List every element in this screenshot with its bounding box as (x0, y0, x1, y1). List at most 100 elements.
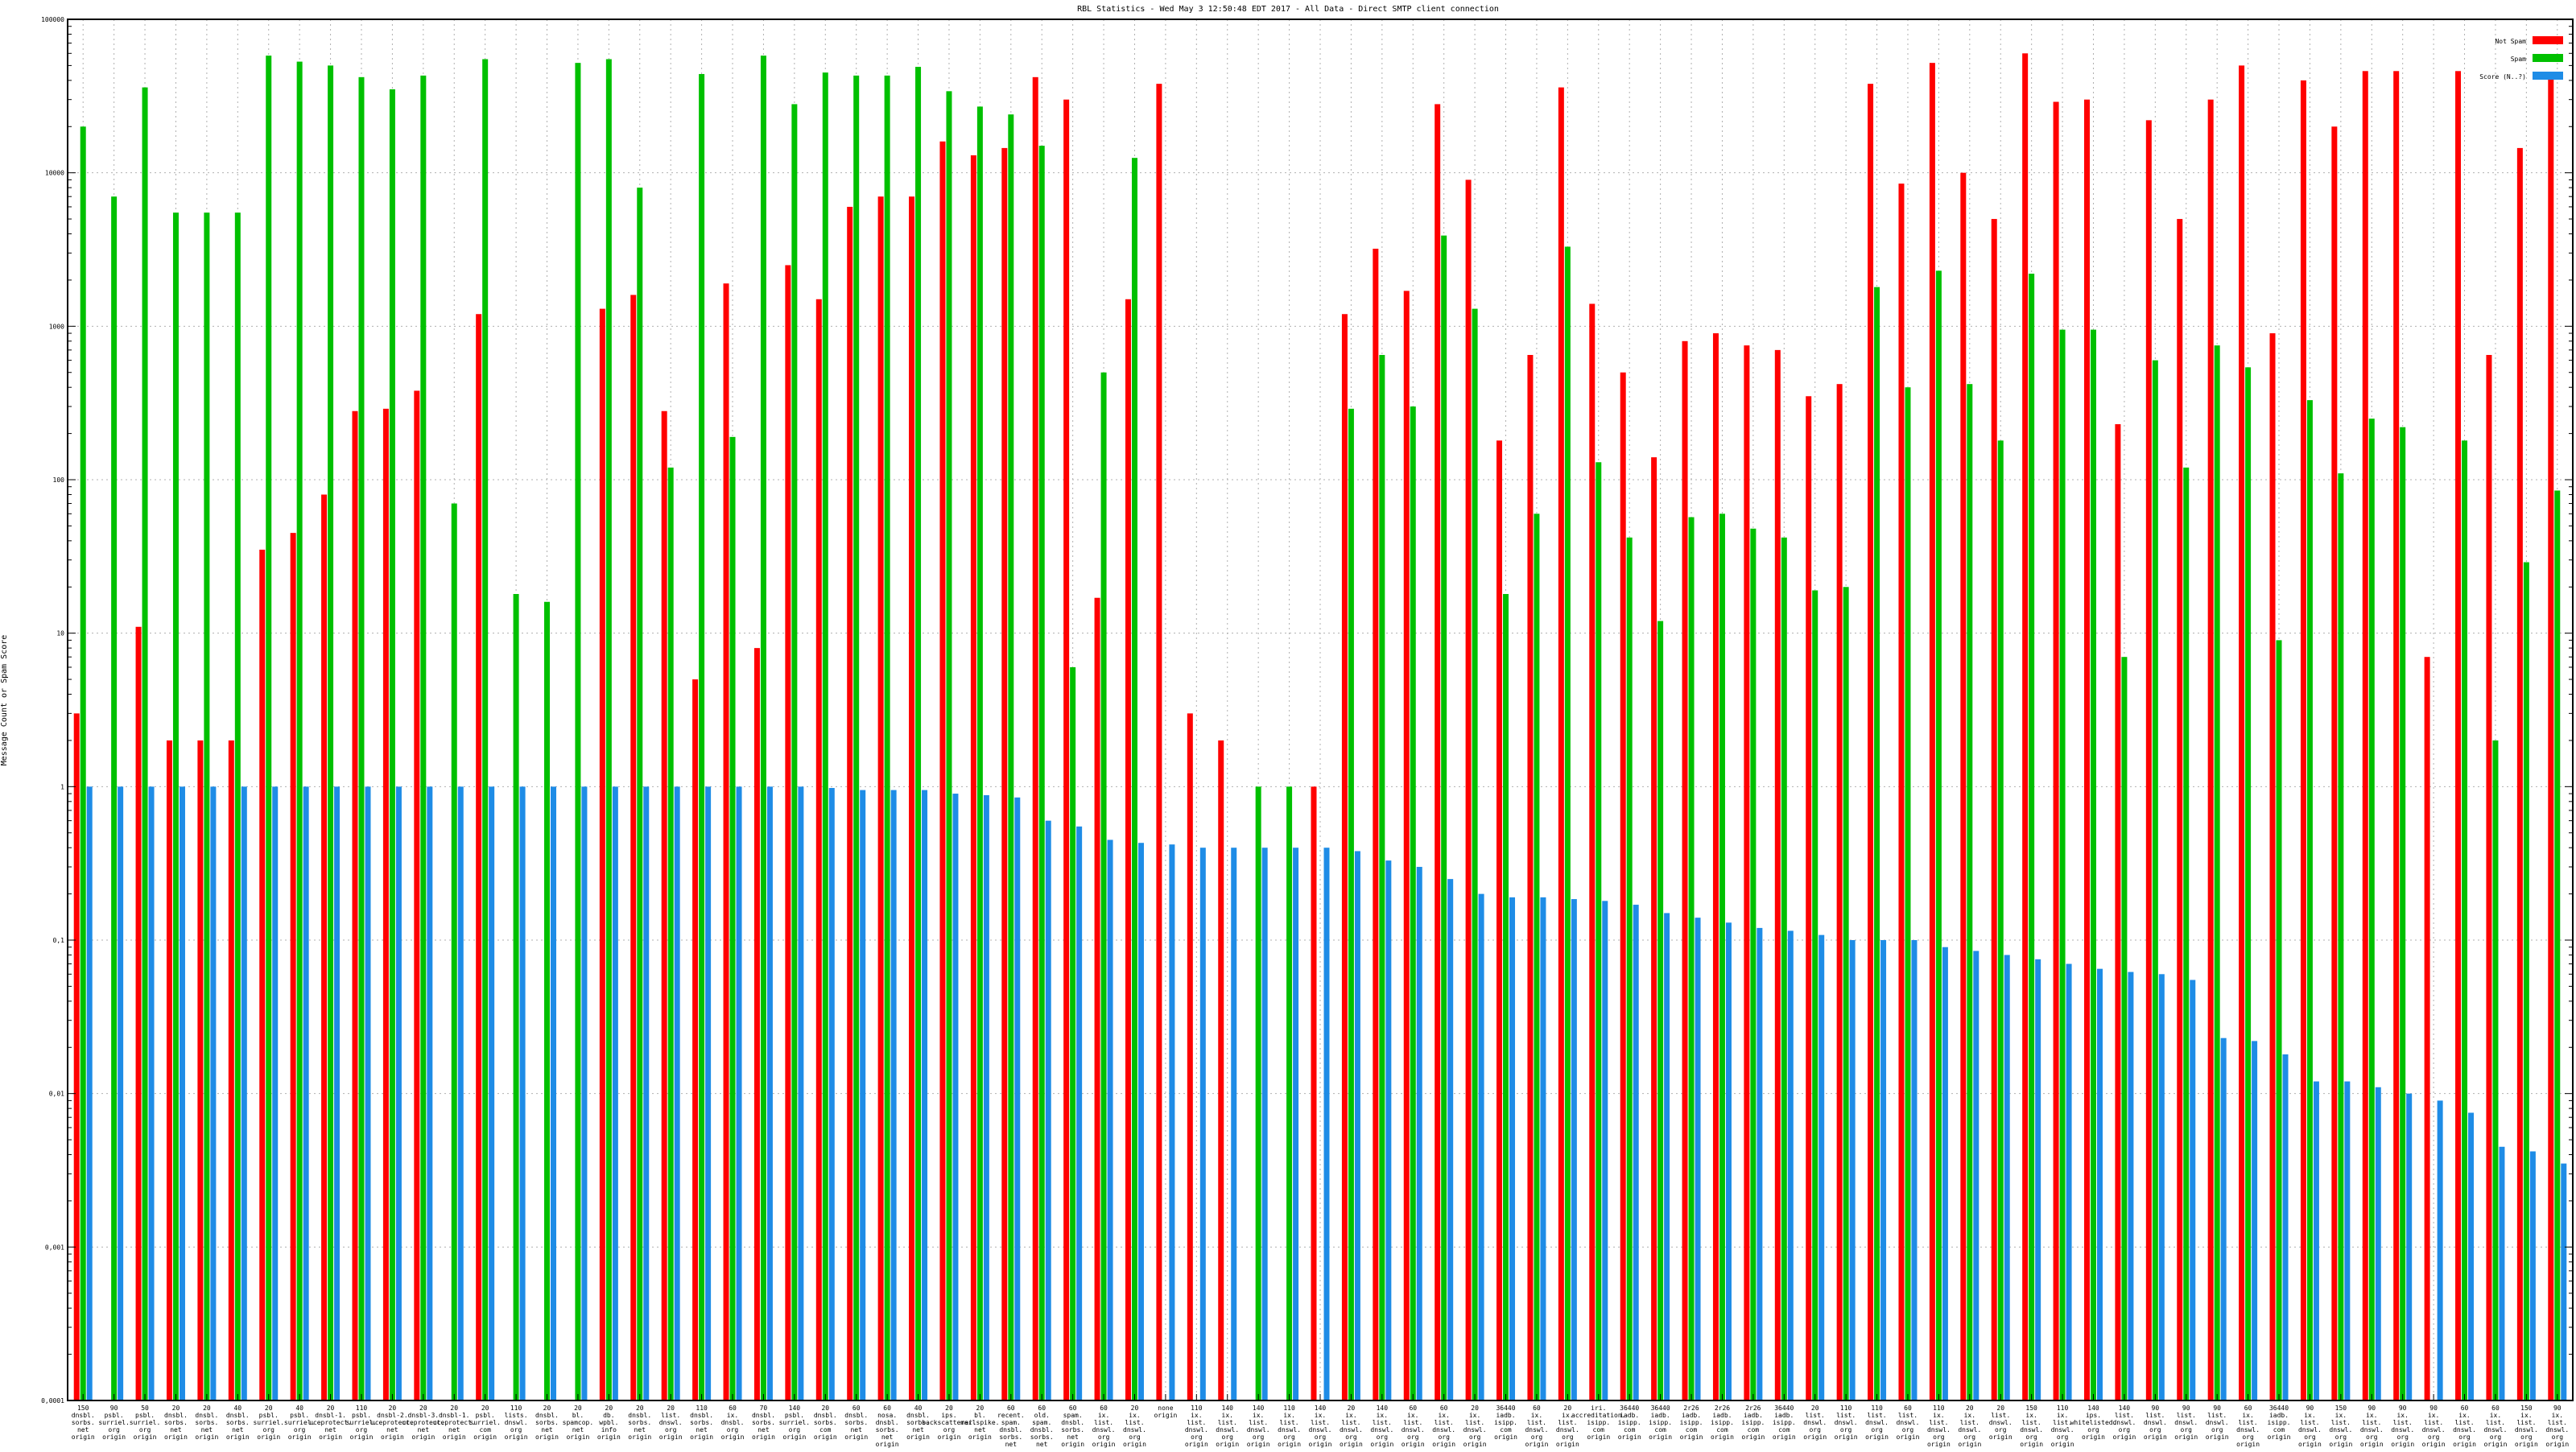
x-tick-label: 140 list. dnswl. org origin (2112, 1405, 2136, 1441)
bar-score-n (1354, 851, 1360, 1400)
x-tick-label: 36440 iadb. isipp. com origin (1649, 1405, 1672, 1441)
bar-score-n (86, 786, 93, 1400)
x-tick-label: 20 dnsbl-3. uceprotect. net origin (402, 1405, 444, 1441)
bar-score-n (1169, 844, 1175, 1400)
bar-not-spam (2486, 355, 2492, 1400)
x-tick-label: iri. accreditation. isipp. com origin (1571, 1405, 1625, 1441)
bar-spam (1997, 440, 2004, 1400)
bar-spam (1812, 590, 1818, 1400)
x-tick-label: 36440 iadb. isipp. com origin (1494, 1405, 1517, 1441)
bar-score-n (983, 794, 989, 1400)
bar-score-n (1293, 848, 1299, 1400)
x-tick-label: 150 ix. list. dnswl. org origin (2515, 1405, 2538, 1448)
bar-score-n (1447, 879, 1454, 1400)
y-axis-label: Message Count or Spam Score (0, 635, 9, 766)
bar-score-n (395, 786, 402, 1400)
x-tick-label: 140 ix. list. dnswl. org origin (1216, 1405, 1239, 1448)
x-tick-label: 60 ix. list. dnswl. org origin (2453, 1405, 2476, 1448)
x-tick-label: 90 psbl. surriel. org origin (98, 1405, 130, 1441)
bar-score-n (2313, 1081, 2319, 1400)
x-tick-label: 60 dnsbl. sorbs. net origin (844, 1405, 868, 1441)
x-tick-label: 110 ix. list. dnswl. org origin (1185, 1405, 1208, 1448)
bar-score-n (860, 790, 866, 1400)
bar-not-spam (1063, 99, 1070, 1400)
bar-not-spam (73, 713, 80, 1400)
bar-score-n (210, 786, 217, 1400)
bar-not-spam (1589, 303, 1596, 1401)
x-tick-label: 60 ix. list. dnswl. org origin (2483, 1405, 2507, 1448)
bar-not-spam (1435, 104, 1441, 1400)
x-tick-label: 20 db. wpbl. info origin (597, 1405, 621, 1441)
x-tick-label: 110 dnsbl. sorbs. net origin (690, 1405, 713, 1441)
bar-not-spam (1465, 179, 1472, 1400)
bar-spam (2338, 473, 2344, 1400)
legend-swatch (2533, 72, 2563, 80)
bar-spam (513, 593, 519, 1400)
x-tick-label: 36440 iadb. isipp. com origin (2268, 1405, 2291, 1441)
bar-not-spam (228, 740, 234, 1400)
x-tick-label: 20 dnsbl. sorbs. net origin (164, 1405, 188, 1441)
bar-not-spam (2239, 65, 2245, 1401)
x-tick-label: 110 lists. dnswl. org origin (505, 1405, 528, 1441)
bar-not-spam (2455, 71, 2462, 1401)
y-tick-label: 10000 (45, 170, 64, 177)
bar-score-n (551, 786, 557, 1400)
chart-title: RBL Statistics - Wed May 3 12:50:48 EDT … (1077, 5, 1499, 14)
bar-score-n (272, 786, 279, 1400)
bar-not-spam (1311, 786, 1317, 1400)
bar-spam (1534, 514, 1540, 1401)
bar-not-spam (753, 648, 760, 1400)
bar-score-n (2035, 959, 2041, 1400)
bars (73, 53, 2567, 1401)
bar-not-spam (2083, 99, 2090, 1400)
x-tick-label: 2r26 iadb. isipp. com origin (1680, 1405, 1703, 1441)
bar-not-spam (414, 390, 420, 1400)
bar-spam (1255, 786, 1261, 1400)
bar-score-n (1478, 893, 1484, 1400)
x-tick-label: 90 ix. list. dnswl. org origin (2298, 1405, 2322, 1448)
bar-not-spam (2362, 71, 2368, 1401)
bar-score-n (1509, 897, 1516, 1400)
bar-score-n (1261, 848, 1268, 1400)
bar-not-spam (785, 265, 791, 1400)
bar-not-spam (2393, 71, 2400, 1401)
bar-score-n (2096, 968, 2103, 1400)
x-tick-label: 40 dnsbl. sorbs. net origin (226, 1405, 250, 1441)
bar-spam (1657, 621, 1664, 1400)
x-tick-label: 150 dnsbl. sorbs. net origin (72, 1405, 95, 1441)
y-tick-label: 0,0001 (41, 1397, 64, 1405)
x-tick-label: 140 psbl. surriel. org origin (779, 1405, 811, 1441)
bar-score-n (303, 786, 309, 1400)
bar-score-n (766, 786, 773, 1400)
bar-spam (637, 188, 643, 1401)
bar-spam (1843, 587, 1849, 1400)
bar-not-spam (2053, 101, 2059, 1400)
x-tick-label: 60 ix. list. dnswl. org origin (2236, 1405, 2260, 1448)
bar-not-spam (1496, 440, 1503, 1400)
x-tick-label: 140 ix. list. dnswl. org origin (1370, 1405, 1393, 1448)
x-tick-label: 60 spam. dnsbl. sorbs. net origin (1061, 1405, 1084, 1448)
y-tick-label: 1000 (49, 323, 64, 330)
bar-score-n (828, 788, 835, 1400)
bar-score-n (705, 786, 712, 1400)
bar-score-n (241, 786, 247, 1400)
bar-not-spam (723, 283, 729, 1400)
legend-swatch (2533, 54, 2563, 62)
bar-not-spam (2269, 333, 2276, 1401)
bar-score-n (1695, 918, 1701, 1400)
bar-not-spam (1341, 314, 1348, 1401)
bar-not-spam (909, 196, 915, 1401)
bar-score-n (1045, 820, 1051, 1400)
bar-not-spam (2424, 657, 2430, 1400)
bar-score-n (1137, 843, 1144, 1400)
bar-not-spam (1868, 84, 1874, 1401)
bar-spam (111, 196, 118, 1401)
x-tick-label: 110 ix. list. dnswl. org origin (1927, 1405, 1951, 1448)
bar-not-spam (382, 408, 389, 1400)
bar-score-n (2252, 1041, 2258, 1400)
x-tick-label: 110 list. dnswl. org origin (1865, 1405, 1889, 1441)
bar-spam (1286, 786, 1293, 1400)
bar-spam (760, 56, 766, 1400)
bar-spam (1008, 114, 1014, 1400)
